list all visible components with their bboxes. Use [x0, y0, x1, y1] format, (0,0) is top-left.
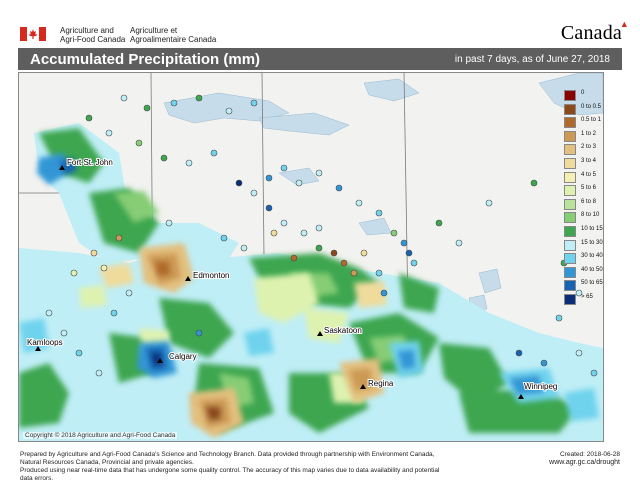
legend-label: > 65	[581, 293, 593, 300]
legend-swatch	[564, 144, 576, 156]
legend-label: 0.5 to 1	[581, 117, 602, 124]
legend-item: 15 to 30	[564, 238, 614, 252]
city-label: Calgary	[169, 352, 197, 361]
legend: 0 0 to 0.5 0.5 to 1 1 to 2 2 to 3 3 to 4 4 to …	[564, 88, 614, 306]
copyright-notice: Copyright © 2018 Agriculture and Agri-Fo…	[23, 432, 178, 439]
title-bar: Accumulated Precipitation (mm) in past 7…	[18, 48, 622, 70]
department-name-en: Agriculture and Agri-Food Canada	[60, 26, 126, 44]
legend-swatch	[564, 198, 576, 210]
legend-label: 0 to 0.5	[581, 103, 602, 110]
city-markers: Fort St. John Edmonton Kamloops Calgary …	[26, 157, 558, 399]
legend-label: 5 to 6	[581, 185, 597, 192]
legend-label: 4 to 5	[581, 171, 597, 178]
city-label: Regina	[368, 379, 394, 388]
legend-swatch	[564, 212, 576, 224]
legend-label: 40 to 50	[581, 266, 603, 273]
precipitation-map: Fort St. John Edmonton Kamloops Calgary …	[18, 72, 604, 442]
footer-line: Natural Resources Canada, Provincial and…	[20, 459, 194, 466]
legend-swatch	[564, 171, 576, 183]
legend-item: 0	[564, 88, 614, 102]
footer-line: Prepared by Agriculture and Agri-Food Ca…	[20, 451, 435, 458]
maple-leaf-icon: ▲	[619, 19, 629, 29]
legend-item: 0 to 0.5	[564, 102, 614, 116]
legend-swatch	[564, 90, 576, 101]
legend-label: 3 to 4	[581, 157, 597, 164]
legend-item: 4 to 5	[564, 170, 614, 184]
station-markers	[45, 94, 598, 377]
footer-notes: Prepared by Agriculture and Agri-Food Ca…	[20, 451, 440, 483]
created-date: Created: 2018-06-28	[560, 451, 620, 458]
legend-item: 6 to 8	[564, 197, 614, 211]
legend-item: 40 to 50	[564, 265, 614, 279]
city-label: Saskatoon	[324, 326, 362, 335]
department-name-fr: Agriculture et Agroalimentaire Canada	[130, 26, 217, 44]
canada-flag-icon	[20, 27, 46, 41]
legend-item: 30 to 40	[564, 251, 614, 265]
legend-swatch	[564, 225, 576, 237]
legend-swatch	[564, 157, 576, 169]
legend-label: 50 to 65	[581, 280, 603, 287]
map-title: Accumulated Precipitation (mm)	[30, 51, 261, 68]
legend-item: 10 to 15	[564, 224, 614, 238]
legend-item: 8 to 10	[564, 210, 614, 224]
legend-label: 15 to 30	[581, 239, 603, 246]
city-label: Winnipeg	[524, 382, 557, 391]
legend-label: 2 to 3	[581, 144, 597, 151]
footer-meta: Created: 2018-06-28 www.agr.gc.ca/drough…	[549, 451, 620, 467]
legend-swatch	[564, 239, 576, 251]
precipitation-field	[19, 123, 603, 441]
legend-item: 3 to 4	[564, 156, 614, 170]
legend-label: 10 to 15	[581, 225, 603, 232]
city-edmonton: Edmonton	[185, 270, 230, 281]
city-calgary: Calgary	[157, 351, 198, 363]
city-saskatoon: Saskatoon	[317, 325, 363, 336]
legend-item: 0.5 to 1	[564, 115, 614, 129]
footer-url[interactable]: www.agr.gc.ca/drought	[549, 459, 620, 466]
legend-swatch	[564, 293, 576, 305]
legend-swatch	[564, 280, 576, 292]
legend-item: 1 to 2	[564, 129, 614, 143]
legend-swatch	[564, 185, 576, 197]
legend-item: 50 to 65	[564, 278, 614, 292]
legend-swatch	[564, 117, 576, 129]
header: Agriculture and Agri-Food Canada Agricul…	[0, 0, 640, 45]
legend-label: 8 to 10	[581, 212, 600, 219]
city-label: Fort St. John	[67, 158, 113, 167]
legend-swatch	[564, 253, 576, 265]
footer-line: Produced using near real-time data that …	[20, 467, 440, 482]
legend-label: 6 to 8	[581, 198, 597, 205]
map-subtitle: in past 7 days, as of June 27, 2018	[454, 54, 610, 65]
legend-item: 5 to 6	[564, 183, 614, 197]
city-label: Kamloops	[27, 338, 63, 347]
legend-item: > 65	[564, 292, 614, 306]
legend-label: 1 to 2	[581, 130, 597, 137]
city-fort-st-john: Fort St. John	[59, 157, 114, 170]
legend-swatch	[564, 103, 576, 115]
legend-swatch	[564, 130, 576, 142]
canada-wordmark: Canada ▲	[560, 19, 629, 44]
map-canvas: Fort St. John Edmonton Kamloops Calgary …	[19, 73, 603, 441]
city-winnipeg: Winnipeg	[518, 381, 558, 399]
legend-label: 0	[581, 90, 585, 96]
city-kamloops: Kamloops	[26, 337, 64, 351]
city-label: Edmonton	[193, 271, 229, 280]
city-regina: Regina	[360, 378, 395, 389]
legend-swatch	[564, 266, 576, 278]
legend-label: 30 to 40	[581, 253, 603, 260]
legend-item: 2 to 3	[564, 142, 614, 156]
